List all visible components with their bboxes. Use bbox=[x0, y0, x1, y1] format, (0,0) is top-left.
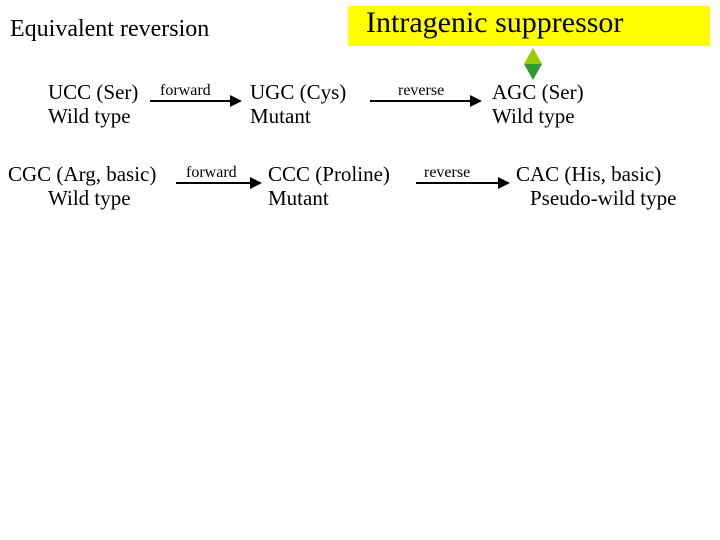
row1-forward-label: forward bbox=[160, 82, 211, 100]
row2-start-desc: Wild type bbox=[48, 186, 131, 211]
intragenic-suppressor-title: Intragenic suppressor bbox=[366, 6, 623, 40]
row1-arrow2-head bbox=[470, 95, 482, 107]
row1-mid-desc: Mutant bbox=[250, 104, 311, 129]
row2-mid-desc: Mutant bbox=[268, 186, 329, 211]
row1-reverse-label: reverse bbox=[398, 82, 444, 100]
triangle-up-icon bbox=[524, 48, 542, 64]
triangle-down-icon bbox=[524, 64, 542, 80]
row2-forward-label: forward bbox=[186, 164, 237, 182]
equivalent-reversion-title: Equivalent reversion bbox=[10, 16, 209, 43]
row1-arrow1-body bbox=[150, 100, 230, 102]
row2-end-codon: CAC (His, basic) bbox=[516, 162, 661, 187]
row1-start-codon: UCC (Ser) bbox=[48, 80, 138, 105]
row2-arrow1-head bbox=[250, 177, 262, 189]
row1-start-desc: Wild type bbox=[48, 104, 131, 129]
row1-arrow1-head bbox=[230, 95, 242, 107]
row2-reverse-label: reverse bbox=[424, 164, 470, 182]
row2-arrow2-body bbox=[416, 182, 498, 184]
row2-arrow2-head bbox=[498, 177, 510, 189]
row2-start-codon: CGC (Arg, basic) bbox=[8, 162, 156, 187]
row2-end-desc: Pseudo-wild type bbox=[530, 186, 676, 211]
row2-mid-codon: CCC (Proline) bbox=[268, 162, 390, 187]
row1-arrow2-body bbox=[370, 100, 470, 102]
row1-mid-codon: UGC (Cys) bbox=[250, 80, 346, 105]
row1-end-codon: AGC (Ser) bbox=[492, 80, 584, 105]
row2-arrow1-body bbox=[176, 182, 250, 184]
row1-end-desc: Wild type bbox=[492, 104, 575, 129]
